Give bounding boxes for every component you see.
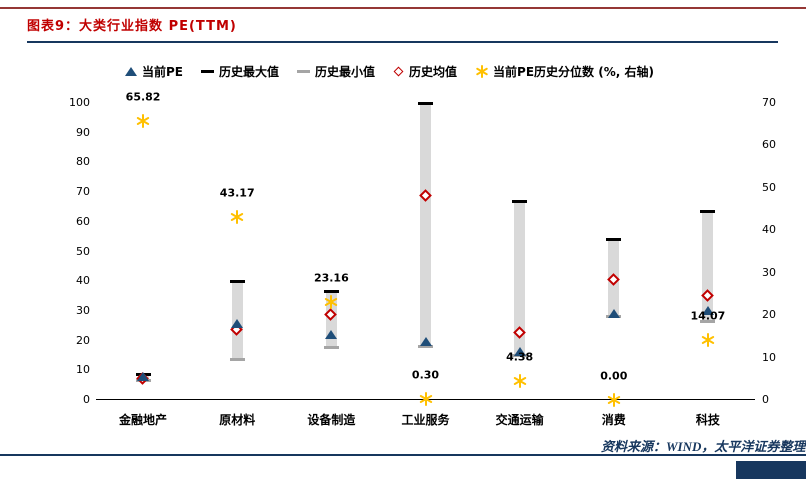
current-pe-marker [701, 305, 714, 315]
current-pe-marker [419, 337, 432, 347]
hist-max-dash [606, 238, 622, 242]
y-axis-label-right: 60 [762, 138, 776, 152]
percentile-value-label: 43.17 [219, 186, 255, 200]
x-axis-category-label: 消费 [601, 413, 626, 427]
percentile-marker [607, 393, 621, 407]
legend-item-percentile: 当前PE历史分位数 (%, 右轴) [475, 63, 654, 80]
current-pe-marker [325, 329, 338, 339]
x-axis-category-label: 金融地产 [119, 413, 168, 427]
hist-max-dash [700, 209, 716, 213]
x-axis-category-label: 交通运输 [495, 413, 544, 427]
percentile-value-label: 14.07 [690, 309, 726, 323]
y-axis-label-left: 50 [76, 244, 90, 258]
max-dash-icon [201, 70, 214, 73]
y-axis-label-right: 50 [762, 180, 776, 194]
chart-legend: 当前PE 历史最大值 历史最小值 历史均值 当前PE历史分位数 (%, 右轴) [125, 63, 654, 80]
top-rule [0, 7, 806, 9]
footer-corner-block [736, 461, 806, 479]
y-axis-label-left: 40 [76, 274, 90, 288]
current-pe-marker [513, 347, 526, 357]
legend-item-hist-mean: 历史均值 [393, 63, 457, 80]
legend-item-hist-min: 历史最小值 [297, 63, 375, 80]
y-axis-label-left: 100 [69, 96, 90, 109]
percentile-asterisk-icon [475, 65, 488, 78]
y-axis-label-left: 20 [76, 333, 90, 347]
y-axis-label-left: 60 [76, 214, 90, 228]
current-pe-marker [137, 371, 150, 381]
y-axis-label-right: 20 [762, 308, 776, 322]
legend-label-percentile: 当前PE历史分位数 (%, 右轴) [493, 65, 654, 79]
y-axis-label-left: 0 [83, 393, 90, 406]
percentile-value-label: 65.82 [125, 90, 161, 104]
y-axis-label-left: 80 [76, 155, 90, 169]
history-range-bar [702, 211, 714, 322]
percentile-value-label: 0.00 [600, 369, 628, 383]
hist-min-dash [229, 357, 245, 361]
hist-max-dash [229, 279, 245, 283]
title-divider [27, 41, 778, 43]
current-pe-marker [231, 319, 244, 329]
percentile-marker [230, 209, 244, 224]
hist-max-dash [512, 199, 528, 203]
percentile-value-label: 4.38 [506, 350, 534, 364]
legend-label-hist-min: 历史最小值 [315, 65, 376, 79]
y-axis-label-left: 30 [76, 303, 90, 317]
percentile-marker [513, 374, 527, 389]
percentile-marker [324, 294, 338, 309]
figure-title: 图表9：大类行业指数 PE(TTM) [27, 19, 237, 34]
current-pe-marker [607, 308, 620, 318]
x-axis-category-label: 科技 [695, 413, 720, 427]
hist-min-dash [418, 345, 433, 349]
history-range-bar [514, 201, 526, 356]
plot-area: 65.82 43.17 23.16 0.30 4.38 0.00 14.07 [96, 90, 755, 407]
percentile-value-label: 0.30 [411, 368, 440, 382]
mean-diamond-icon [393, 66, 404, 77]
hist-min-dash [700, 319, 716, 323]
legend-item-current-pe: 当前PE [125, 63, 183, 80]
legend-item-hist-max: 历史最大值 [201, 63, 279, 80]
percentile-value-label: 23.16 [313, 271, 349, 285]
legend-label-current-pe: 当前PE [142, 65, 183, 79]
y-axis-label-right: 0 [762, 393, 769, 406]
y-axis-label-left: 90 [76, 125, 90, 139]
source-note: 资料来源：WIND，太平洋证券整理 [601, 439, 806, 454]
legend-label-hist-max: 历史最大值 [219, 65, 280, 79]
x-axis-category-label: 工业服务 [401, 413, 450, 427]
x-axis-category-label: 原材料 [219, 413, 256, 427]
percentile-marker [418, 391, 433, 406]
y-axis-label-left: 70 [76, 185, 90, 199]
y-axis-label-right: 40 [762, 223, 776, 237]
current-pe-triangle-icon [125, 67, 137, 76]
percentile-marker [701, 333, 715, 348]
hist-max-dash [323, 290, 339, 294]
x-axis-category-label: 设备制造 [307, 413, 356, 427]
history-range-bar [420, 103, 431, 347]
y-axis-label-right: 30 [762, 265, 776, 279]
y-axis-label-right: 10 [762, 350, 776, 364]
y-axis-label-left: 10 [76, 363, 90, 377]
legend-label-hist-mean: 历史均值 [409, 65, 458, 79]
hist-min-dash [323, 345, 339, 349]
percentile-marker [136, 113, 150, 128]
hist-max-dash [418, 101, 433, 105]
min-dash-icon [297, 70, 311, 73]
y-axis-label-right: 70 [762, 96, 776, 109]
bottom-rule [0, 454, 806, 456]
